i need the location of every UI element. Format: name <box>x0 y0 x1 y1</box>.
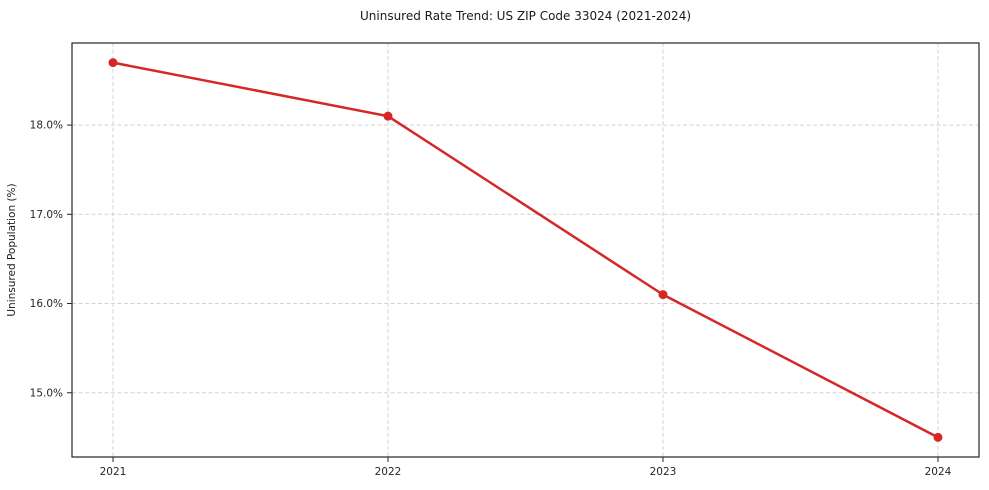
y-axis-label: Uninsured Population (%) <box>6 183 18 316</box>
data-point <box>933 432 943 442</box>
y-tick-label: 16.0% <box>30 298 63 310</box>
chart-title: Uninsured Rate Trend: US ZIP Code 33024 … <box>360 9 691 23</box>
x-tick-label: 2023 <box>650 466 677 478</box>
y-tick-label: 18.0% <box>30 120 63 132</box>
x-tick-label: 2022 <box>375 466 402 478</box>
data-point <box>383 111 393 121</box>
data-point <box>108 58 118 68</box>
y-tick-label: 15.0% <box>30 387 63 399</box>
data-series-layer <box>108 58 943 442</box>
axes-layer: 15.0% 16.0% 17.0% 18.0% 2021 2022 2023 2024 <box>30 42 980 478</box>
data-point <box>658 290 668 300</box>
y-tick-label: 17.0% <box>30 209 63 221</box>
grid-layer <box>72 43 979 457</box>
trend-line <box>112 61 939 439</box>
x-tick-label: 2021 <box>100 466 127 478</box>
plot-border <box>71 42 980 458</box>
x-tick-label: 2024 <box>925 466 952 478</box>
